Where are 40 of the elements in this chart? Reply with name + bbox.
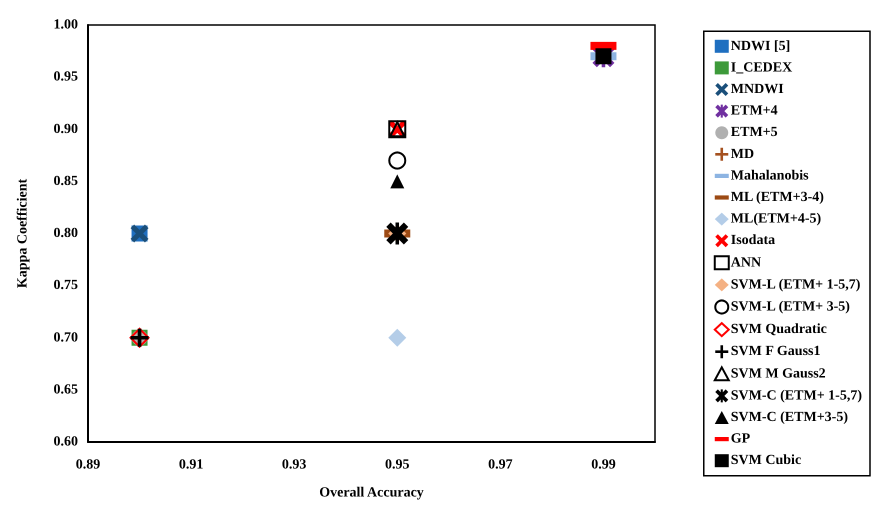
legend-label: ML(ETM+4-5)	[730, 212, 822, 227]
x-tick-label: 0.89	[76, 458, 100, 472]
x-tick-label: 0.97	[488, 458, 513, 472]
legend-label: ML (ETM+3-4)	[730, 190, 824, 205]
y-tick-label: 0.90	[54, 122, 78, 137]
y-tick-label: 0.80	[54, 226, 78, 241]
legend-label: ETM+4	[730, 104, 778, 119]
legend-label: SVM F Gauss1	[730, 344, 820, 360]
y-tick-label: 1.00	[54, 18, 78, 32]
legend-label: GP	[730, 432, 751, 447]
x-tick-label: 0.99	[591, 458, 616, 472]
y-tick-label: 0.60	[54, 434, 78, 450]
legend-label: NDWI [5]	[730, 38, 790, 54]
legend-label: Mahalanobis	[730, 168, 810, 184]
y-axis-title: Kappa Coefficient	[16, 178, 30, 288]
y-tick-label: 0.65	[54, 382, 78, 398]
point	[388, 328, 406, 347]
y-tick-label: 0.85	[54, 174, 78, 189]
legend-label: SVM-C (ETM+ 1-5,7)	[730, 388, 862, 404]
point	[388, 152, 406, 170]
x-axis-title: Overall Accuracy	[319, 486, 424, 500]
y-tick-label: 0.75	[54, 278, 78, 294]
legend-label: ETM+5	[730, 125, 778, 140]
legend-label: SVM-L (ETM+ 3-5)	[730, 300, 850, 314]
legend-label: SVM-C (ETM+3-5)	[730, 410, 848, 425]
legend-label: MD	[730, 146, 754, 162]
legend-label: SVM Cubic	[730, 453, 802, 468]
legend-label: SVM Quadratic	[730, 322, 827, 338]
legend-label: I_CEDEX	[730, 60, 792, 76]
x-tick-label: 0.95	[385, 458, 410, 472]
point	[390, 174, 404, 188]
x-tick-label: 0.93	[282, 458, 306, 472]
legend-label: Isodata	[730, 233, 776, 248]
y-tick-label: 0.95	[54, 70, 78, 85]
y-tick-label: 0.70	[54, 330, 78, 346]
legend-label: SVM M Gauss2	[730, 366, 826, 382]
legend-label: SVM-L (ETM+ 1-5,7)	[730, 277, 861, 292]
legend-label: MNDWI	[730, 82, 784, 97]
legend-label: ANN	[730, 255, 762, 270]
x-tick-label: 0.91	[178, 458, 204, 472]
